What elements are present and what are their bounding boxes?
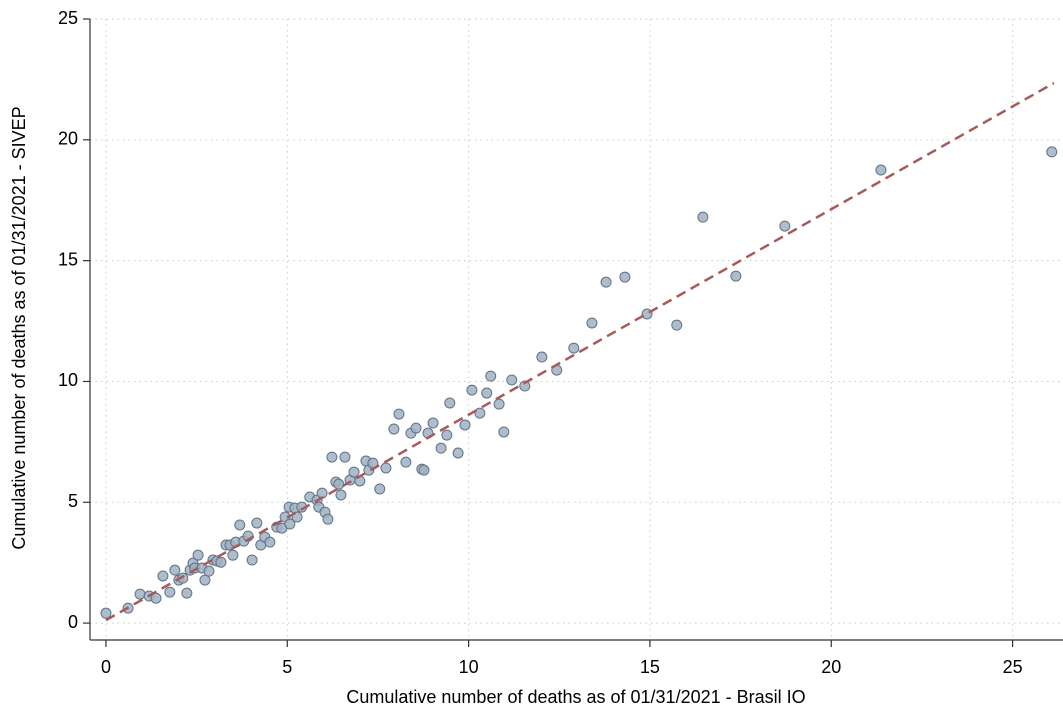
data-point — [181, 587, 193, 599]
data-point — [169, 564, 181, 576]
x-tick-label: 10 — [459, 657, 479, 677]
data-point — [506, 374, 518, 386]
data-point — [444, 397, 456, 409]
data-point — [374, 483, 386, 495]
data-point — [393, 408, 405, 420]
data-point — [284, 518, 296, 530]
x-tick-label: 15 — [640, 657, 660, 677]
data-point — [192, 549, 204, 561]
data-point — [134, 588, 146, 600]
y-tick-label: 5 — [68, 491, 78, 511]
data-point — [697, 211, 709, 223]
data-point — [227, 549, 239, 561]
data-point — [779, 220, 791, 232]
data-point — [264, 536, 276, 548]
data-point — [485, 370, 497, 382]
data-point — [1046, 146, 1058, 158]
data-point — [619, 271, 631, 283]
data-point — [388, 423, 400, 435]
data-point — [435, 442, 447, 454]
data-point — [427, 417, 439, 429]
data-point — [322, 513, 334, 525]
x-tick-label: 20 — [821, 657, 841, 677]
data-point — [348, 466, 360, 478]
data-point — [600, 276, 612, 288]
y-tick-label: 0 — [68, 612, 78, 632]
y-tick-label: 10 — [58, 370, 78, 390]
data-point — [234, 519, 246, 531]
x-tick-label: 0 — [101, 657, 111, 677]
y-axis-title: Cumulative number of deaths as of 01/31/… — [9, 106, 29, 549]
data-point — [498, 426, 510, 438]
data-point — [339, 451, 351, 463]
data-point — [452, 447, 464, 459]
x-axis-title: Cumulative number of deaths as of 01/31/… — [346, 687, 805, 707]
data-point — [246, 554, 258, 566]
data-point — [164, 586, 176, 598]
data-point — [466, 384, 478, 396]
data-point — [333, 478, 345, 490]
y-tick-label: 25 — [58, 8, 78, 28]
data-point — [418, 464, 430, 476]
data-point — [536, 351, 548, 363]
data-point — [335, 489, 347, 501]
data-point — [875, 164, 887, 176]
data-point — [481, 387, 493, 399]
data-point — [586, 317, 598, 329]
fit-line — [105, 81, 1055, 622]
data-point — [474, 407, 486, 419]
data-point — [199, 574, 211, 586]
x-tick-label: 5 — [282, 657, 292, 677]
data-point — [410, 422, 422, 434]
data-point — [459, 419, 471, 431]
data-point — [215, 556, 227, 568]
data-point — [100, 607, 112, 619]
x-tick-label: 25 — [1003, 657, 1023, 677]
data-point — [730, 270, 742, 282]
data-point — [203, 565, 215, 577]
data-point — [493, 398, 505, 410]
data-point — [671, 319, 683, 331]
data-point — [251, 517, 263, 529]
data-point — [326, 451, 338, 463]
data-point — [400, 456, 412, 468]
data-point — [519, 380, 531, 392]
data-point — [441, 429, 453, 441]
y-tick-label: 15 — [58, 249, 78, 269]
data-point — [380, 462, 392, 474]
data-point — [568, 342, 580, 354]
data-point — [157, 570, 169, 582]
y-tick-label: 20 — [58, 129, 78, 149]
